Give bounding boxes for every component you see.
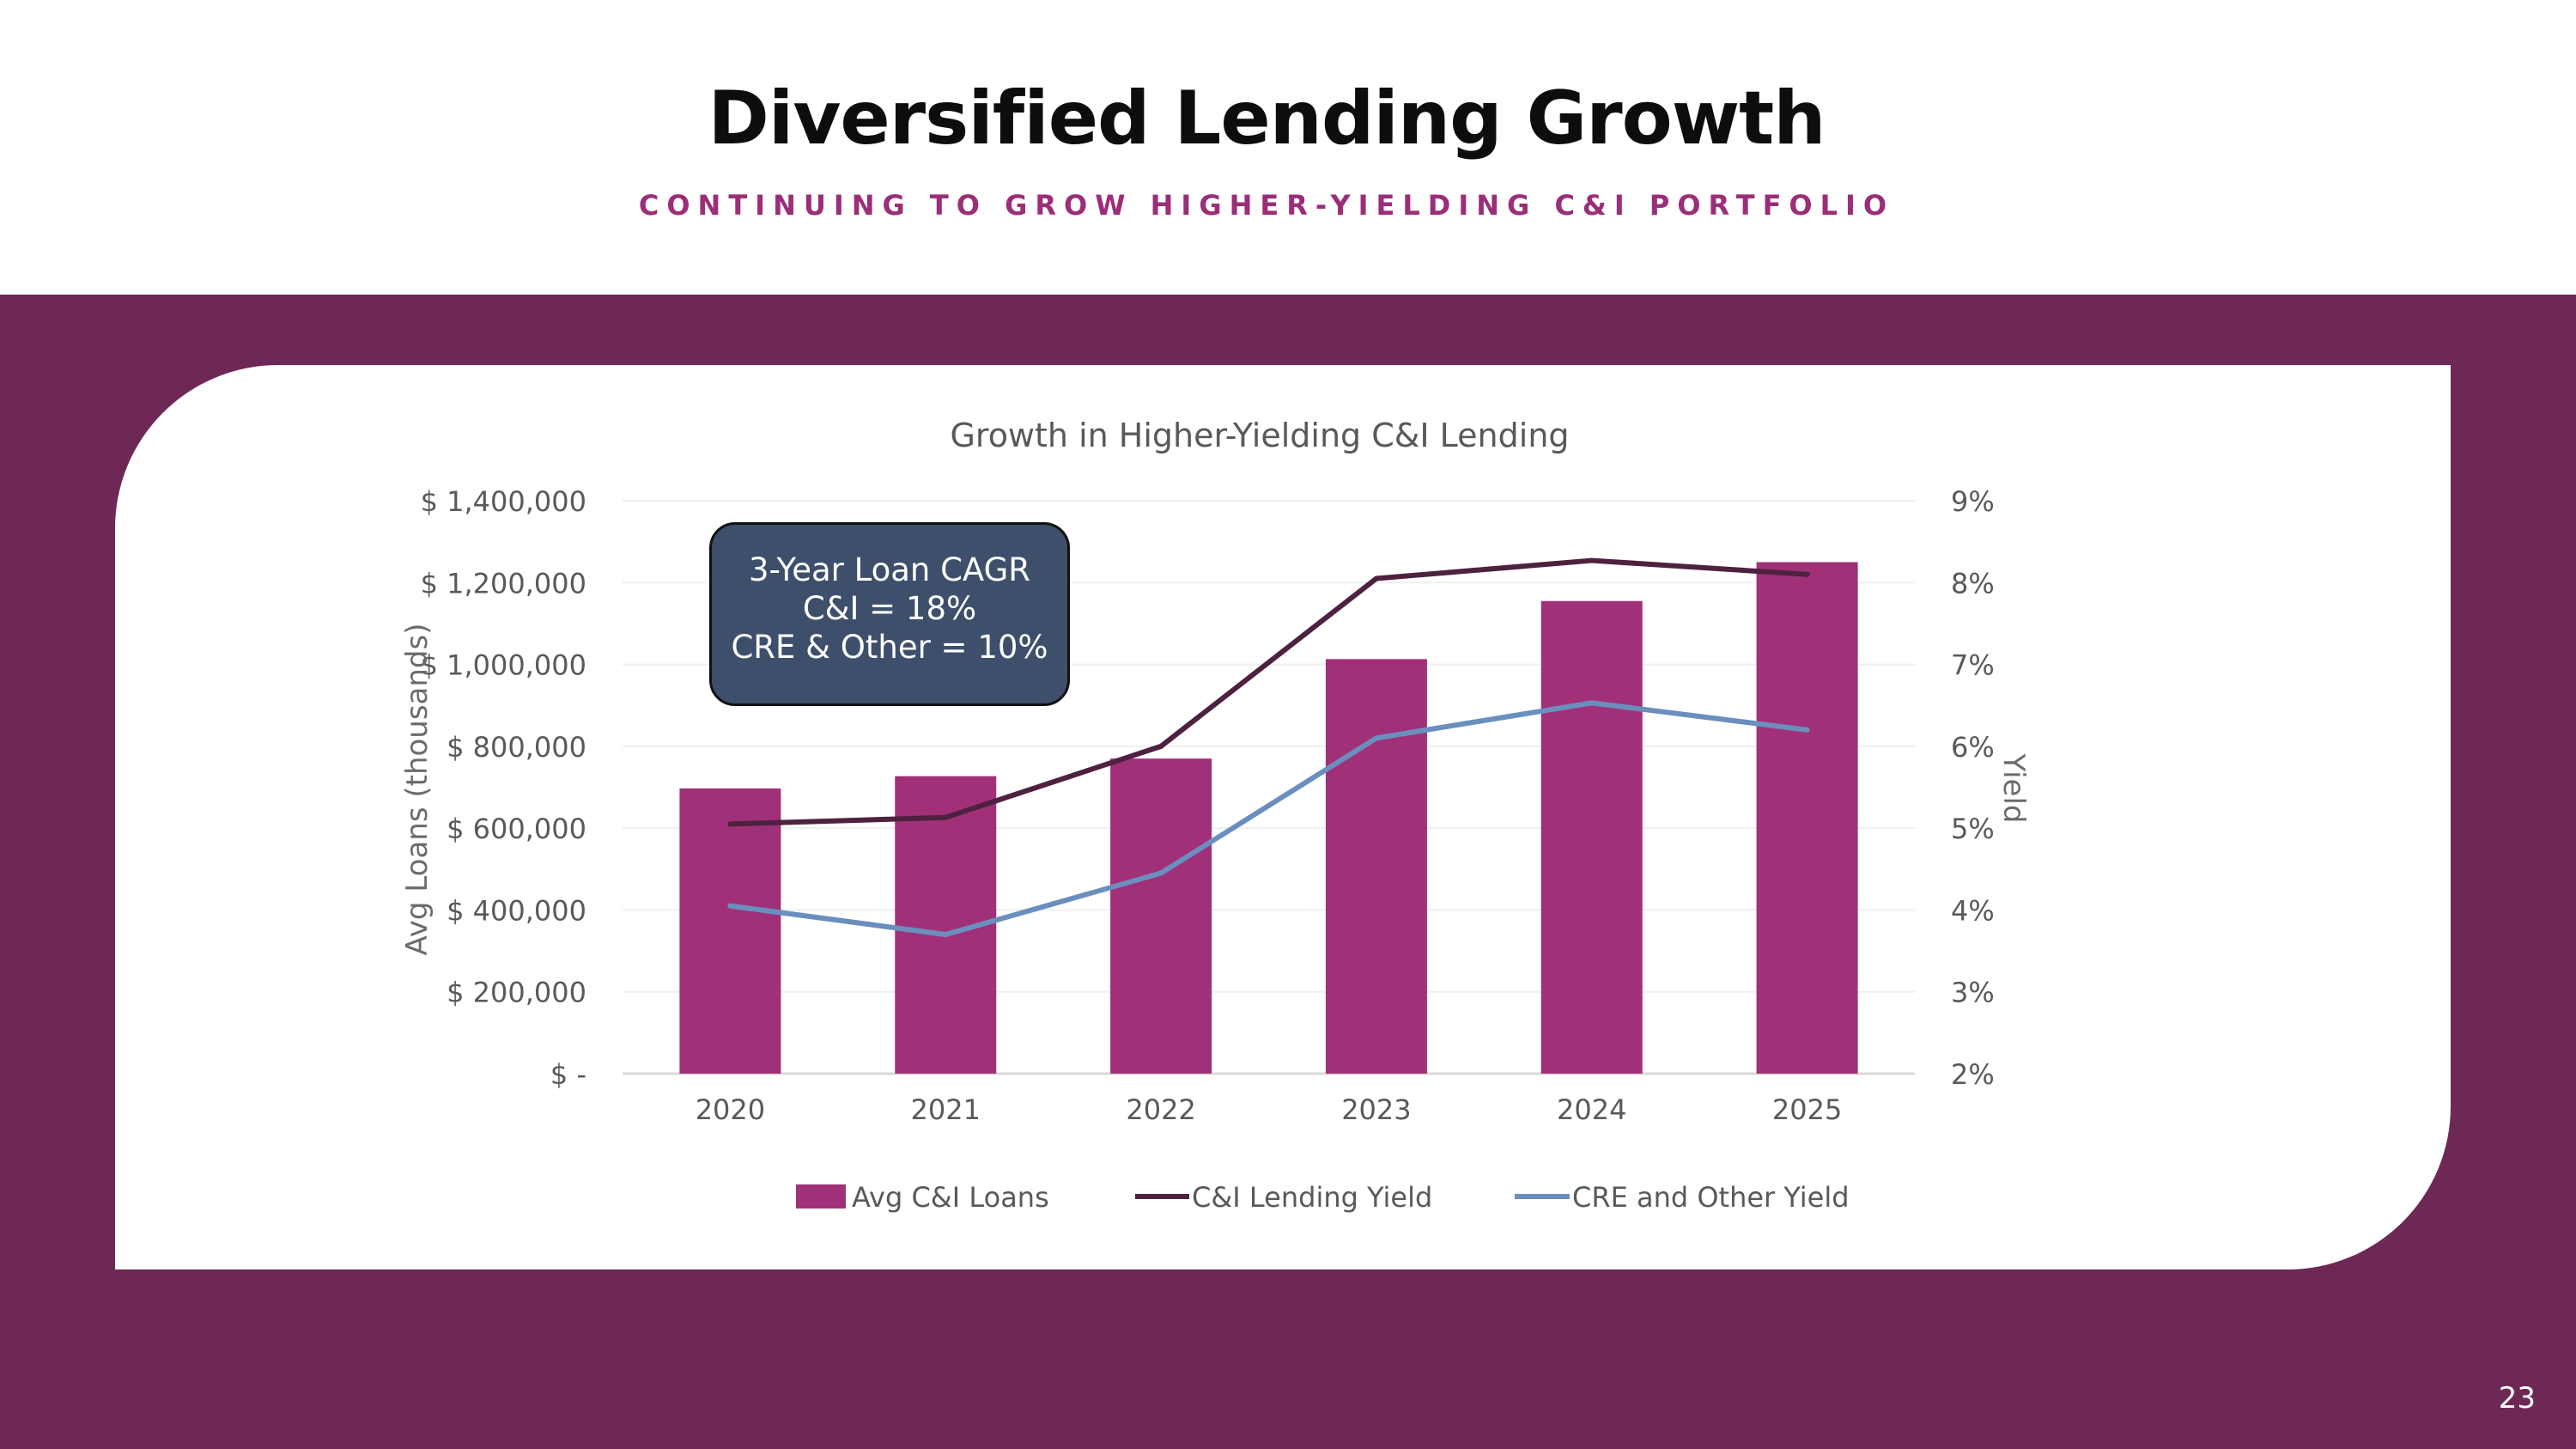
right-tick-label: 3% [1951, 977, 1995, 1009]
right-axis-ticks: 2% 3% 4% 5% 6% 7% 8% 9% [1951, 485, 1995, 1091]
callout-line-1: 3-Year Loan CAGR [749, 551, 1030, 588]
line-point [1373, 735, 1379, 741]
right-tick-label: 9% [1951, 485, 1995, 518]
y-axis-right-label: Yield [1996, 753, 2031, 824]
chart-card [115, 365, 2451, 1269]
bar-series [679, 562, 1858, 1074]
bar [1756, 562, 1858, 1074]
page-subtitle: CONTINUING TO GROW HIGHER-YIELDING C&I P… [638, 189, 1895, 222]
line-point [1589, 557, 1595, 563]
legend: Avg C&I Loans C&I Lending Yield CRE and Ot… [796, 1181, 1850, 1214]
x-tick-label: 2024 [1557, 1093, 1626, 1126]
line-point [1804, 727, 1810, 733]
x-tick-label: 2021 [911, 1093, 981, 1126]
callout-line-3: CRE & Other = 10% [731, 629, 1048, 666]
left-tick-label: $ - [550, 1058, 586, 1091]
left-tick-label: $ 600,000 [447, 813, 586, 845]
left-tick-label: $ 400,000 [447, 894, 586, 927]
line-point [1158, 870, 1164, 876]
x-axis-ticks: 2020 2021 2022 2023 2024 2025 [696, 1093, 1843, 1126]
left-tick-label: $ 1,400,000 [421, 485, 586, 518]
legend-label: C&I Lending Yield [1192, 1181, 1432, 1214]
line-point [1589, 700, 1595, 706]
line-point [1158, 743, 1164, 749]
right-tick-label: 5% [1951, 813, 1995, 845]
legend-swatch-bars [796, 1184, 846, 1209]
line-point [727, 903, 733, 909]
line-point [1804, 571, 1810, 577]
left-tick-label: $ 1,000,000 [421, 649, 586, 682]
legend-label: Avg C&I Loans [852, 1181, 1049, 1214]
left-tick-label: $ 800,000 [447, 731, 586, 764]
left-tick-label: $ 1,200,000 [421, 567, 586, 600]
line-point [1373, 575, 1379, 581]
right-tick-label: 6% [1951, 731, 1995, 764]
page-title: Diversified Lending Growth [708, 76, 1826, 161]
bar [1110, 758, 1212, 1074]
cre-yield-line [727, 700, 1810, 938]
x-tick-label: 2025 [1772, 1093, 1842, 1126]
page-number: 23 [2498, 1381, 2536, 1416]
right-tick-label: 7% [1951, 649, 1995, 682]
left-axis-ticks: $ - $ 200,000 $ 400,000 $ 600,000 $ 800,000 $… [421, 485, 586, 1091]
left-tick-label: $ 200,000 [447, 977, 586, 1009]
line-series [727, 557, 1810, 938]
callout-line-2: C&I = 18% [802, 590, 977, 627]
x-tick-label: 2022 [1126, 1093, 1195, 1126]
chart-title: Growth in Higher-Yielding C&I Lending [950, 417, 1569, 454]
x-tick-label: 2020 [696, 1093, 765, 1126]
right-tick-label: 2% [1951, 1058, 1995, 1091]
legend-label: CRE and Other Yield [1572, 1181, 1850, 1214]
cagr-callout: 3-Year Loan CAGR C&I = 18% CRE & Other =… [709, 522, 1070, 706]
bar [679, 788, 781, 1074]
y-axis-label: Avg Loans (thousands) [400, 624, 434, 956]
right-tick-label: 4% [1951, 894, 1995, 927]
x-tick-label: 2023 [1341, 1093, 1411, 1126]
bar [1325, 659, 1427, 1074]
bar [1540, 600, 1643, 1074]
right-tick-label: 8% [1951, 567, 1995, 600]
line-point [727, 821, 733, 827]
ci-yield-line [727, 557, 1810, 827]
line-point [943, 814, 949, 820]
line-point [943, 932, 949, 938]
